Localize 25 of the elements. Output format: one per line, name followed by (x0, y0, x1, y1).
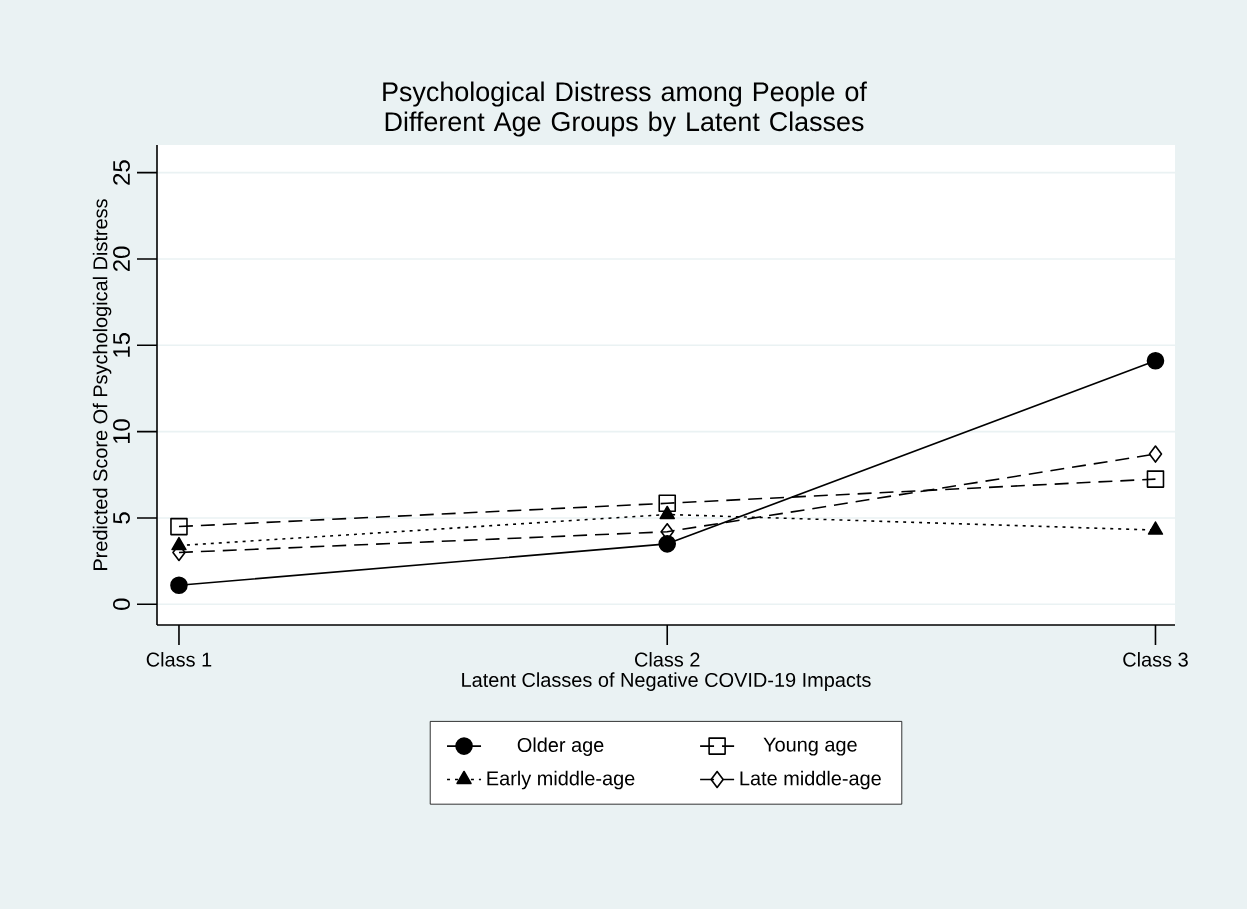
y-tick-label: 5 (113, 512, 130, 524)
point (1147, 521, 1164, 535)
y-axis-title: Predicted Score Of Psychological Distress (92, 199, 112, 570)
point (659, 505, 675, 520)
legend-label: Young age (763, 737, 857, 756)
point (170, 517, 188, 536)
point (1146, 352, 1165, 370)
y-tick-label: 10 (113, 419, 130, 444)
x-tick-label: Class 1 (146, 652, 212, 667)
y-tick-label: 0 (113, 598, 130, 610)
point (1148, 445, 1163, 463)
point (1146, 470, 1165, 488)
y-tick-label: 15 (113, 333, 130, 357)
legend-label: Older age (517, 737, 604, 756)
x-axis-title: Latent Classes of Negative COVID-19 Impacts (462, 672, 871, 691)
legend-label: Late middle-age (740, 770, 881, 790)
legend-label: Early middle-age (487, 770, 635, 790)
x-tick-label: Class 3 (1123, 652, 1188, 667)
y-tick-label: 25 (113, 160, 130, 185)
point (658, 494, 677, 513)
x-tick-label: Class 2 (635, 652, 700, 667)
chart-title: Psychological Distress among People of Different Age Groups by Latent Classes (383, 81, 867, 137)
point (658, 535, 677, 553)
point (170, 576, 188, 595)
y-tick-label: 20 (113, 246, 130, 272)
